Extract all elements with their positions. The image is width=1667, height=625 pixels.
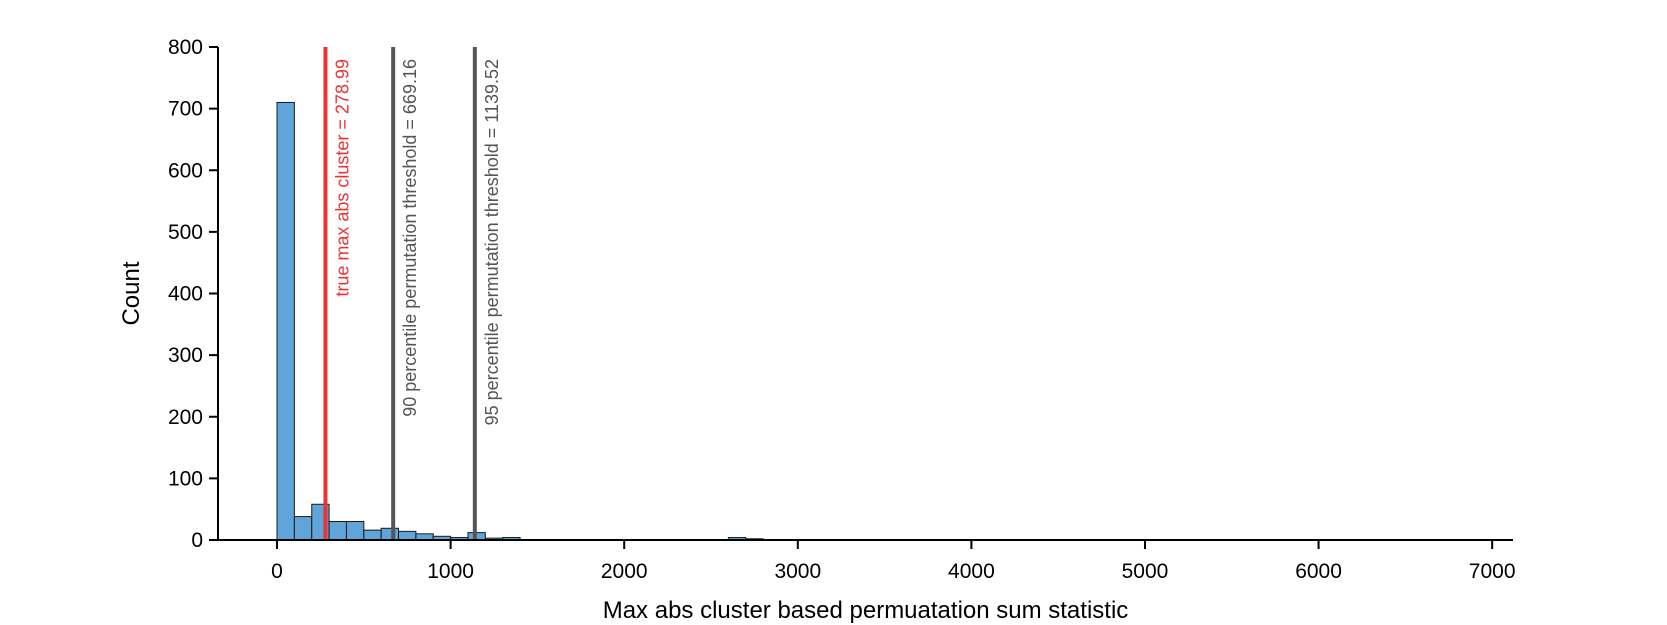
x-ticks: 0 1000 2000 3000 4000 5000 6000 7000 [271, 540, 1516, 583]
y-tick-label: 700 [168, 98, 203, 121]
histogram-bar [380, 527, 400, 541]
histogram-bar [363, 529, 382, 541]
threshold-line-label: 95 percentile permutation threshold = 11… [482, 59, 502, 425]
threshold-line-label: 90 percentile permutation threshold = 66… [400, 59, 420, 417]
threshold-line-label: true max abs cluster = 278.99 [332, 59, 352, 297]
x-axis-label: Max abs cluster based permuatation sum s… [603, 597, 1129, 624]
x-tick-label: 4000 [948, 560, 995, 583]
bars-layer [276, 101, 764, 541]
histogram-bar [328, 521, 347, 541]
x-tick-label: 0 [271, 560, 283, 583]
x-tick-label: 7000 [1469, 560, 1516, 583]
x-tick-label: 3000 [774, 560, 821, 583]
y-tick-label: 400 [168, 283, 203, 306]
histogram-bar [276, 101, 295, 541]
y-axis-label: Count [118, 261, 145, 325]
x-tick-label: 5000 [1122, 560, 1169, 583]
y-tick-label: 200 [168, 406, 203, 429]
x-tick-label: 1000 [427, 560, 474, 583]
y-tick-label: 500 [168, 221, 203, 244]
y-tick-label: 0 [191, 529, 203, 552]
y-tick-label: 800 [168, 36, 203, 59]
y-tick-label: 100 [168, 467, 203, 490]
axes-layer: 0 100 200 300 400 500 600 700 800 0 1000 2000 3000 4… [168, 36, 1516, 583]
y-tick-label: 600 [168, 159, 203, 182]
y-tick-label: 300 [168, 344, 203, 367]
x-tick-label: 2000 [601, 560, 648, 583]
threshold-lines-layer: true max abs cluster = 278.99 90 percenti… [323, 47, 502, 540]
histogram-bar [293, 516, 313, 541]
histogram-bar [345, 521, 365, 541]
y-ticks: 0 100 200 300 400 500 600 700 800 [168, 36, 218, 552]
histogram-bar [398, 530, 417, 541]
x-tick-label: 6000 [1295, 560, 1342, 583]
